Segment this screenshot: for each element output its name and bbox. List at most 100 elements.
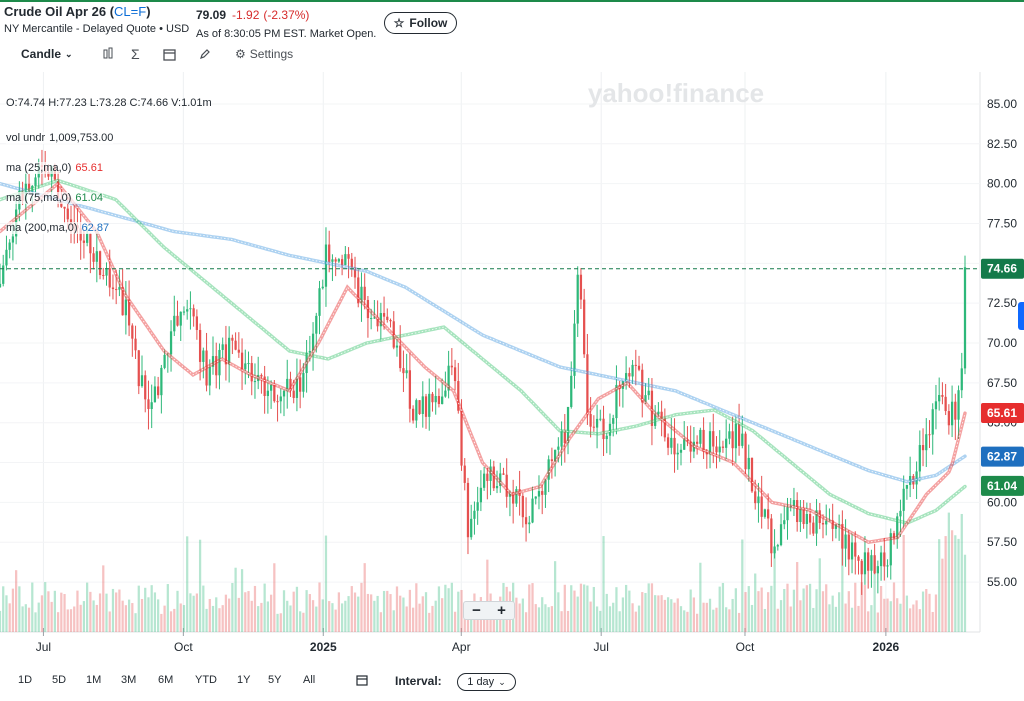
candle-body: [221, 344, 224, 350]
candle-body: [476, 502, 479, 511]
candle-body: [902, 488, 905, 511]
candle-body: [889, 533, 892, 566]
side-panel-tab[interactable]: [1018, 302, 1024, 330]
date-range-calendar-icon[interactable]: [356, 673, 368, 691]
candle-body: [69, 219, 73, 224]
volume-bar: [218, 608, 221, 632]
zoom-out-button[interactable]: −: [472, 602, 481, 619]
volume-bar: [531, 583, 534, 632]
volume-bar: [53, 590, 56, 632]
candle-body: [415, 400, 418, 421]
candle-body: [821, 522, 825, 525]
y-tick-label: 57.50: [987, 535, 1017, 549]
range-button-3m[interactable]: 3M: [121, 674, 137, 686]
volume-bar: [737, 612, 741, 632]
candle-body: [934, 401, 938, 410]
candle-body: [799, 508, 802, 523]
volume-bar: [841, 538, 844, 632]
range-button-1y[interactable]: 1Y: [237, 674, 251, 686]
candle-body: [560, 430, 563, 447]
candle-body: [411, 408, 415, 421]
candle-body: [350, 258, 353, 268]
volume-bar: [24, 604, 27, 632]
candle-body: [492, 466, 495, 489]
range-button-5y[interactable]: 5Y: [268, 674, 282, 686]
candle-body: [947, 411, 950, 426]
candle-body: [379, 313, 382, 327]
draw-pencil-icon[interactable]: [199, 45, 211, 63]
volume-bar: [767, 592, 770, 632]
volume-bar: [189, 593, 192, 632]
volume-bar: [250, 600, 253, 632]
legend-ma25[interactable]: ma (25,ma,0) 65.61: [6, 162, 103, 174]
volume-bar: [560, 611, 563, 632]
volume-bar: [621, 597, 625, 632]
volume-bar: [592, 586, 595, 632]
volume-bar: [108, 611, 111, 632]
range-button-all[interactable]: All: [303, 674, 316, 686]
candle-body: [850, 542, 854, 560]
candle-body: [867, 552, 870, 571]
candle-body: [531, 498, 534, 523]
y-tick-label: 55.00: [987, 575, 1017, 589]
volume-bar: [27, 607, 31, 632]
price-chart[interactable]: Jul Oct 2025 Apr Jul Oct 2026 85.00 82.50 80.00 77…: [0, 72, 1024, 667]
candle-body: [140, 375, 144, 387]
candle-body: [615, 384, 618, 419]
volume-bar: [783, 589, 786, 632]
candle-body: [825, 520, 828, 525]
legend-ma200[interactable]: ma (200,ma,0) 62.87: [6, 222, 110, 234]
exchange-subtitle: NY Mercantile - Delayed Quote • USD: [4, 23, 190, 35]
range-button-6m[interactable]: 6M: [158, 674, 174, 686]
candle-body: [495, 486, 499, 489]
indicators-sigma-icon[interactable]: Σ: [131, 46, 140, 62]
volume-bar: [453, 611, 457, 632]
y-tick-label: 70.00: [987, 336, 1017, 350]
volume-bar: [15, 570, 18, 632]
price-change-pct: (-2.37%): [263, 8, 310, 22]
chart-type-dropdown[interactable]: Candle ⌄: [21, 47, 73, 61]
candle-body: [211, 356, 215, 367]
range-button-5d[interactable]: 5D: [52, 674, 67, 686]
candle-body: [896, 516, 899, 539]
compare-icon[interactable]: [102, 45, 114, 63]
candle-body: [340, 259, 344, 266]
volume-bar: [415, 583, 418, 632]
volume-bar: [666, 597, 670, 632]
volume-bar: [760, 587, 763, 632]
candle-body: [599, 418, 602, 420]
zoom-in-button[interactable]: +: [497, 602, 506, 619]
calendar-icon[interactable]: [163, 45, 176, 63]
volume-bar: [299, 611, 302, 632]
settings-button[interactable]: ⚙ Settings: [235, 47, 294, 61]
volume-bar: [892, 582, 896, 632]
candle-body: [182, 311, 186, 313]
candle-body: [169, 331, 173, 355]
volume-bar: [373, 600, 376, 632]
legend-ma75[interactable]: ma (75,ma,0) 61.04: [6, 192, 103, 204]
range-button-ytd[interactable]: YTD: [195, 674, 217, 686]
volume-bar: [115, 592, 118, 632]
volume-bar: [50, 601, 53, 632]
volume-bar: [224, 594, 228, 632]
last-price: 79.09: [196, 8, 227, 22]
volume-bar: [340, 603, 344, 632]
symbol-link[interactable]: CL=F: [114, 4, 147, 19]
volume-bar: [805, 585, 808, 632]
candle-body: [624, 373, 628, 382]
follow-button[interactable]: ☆ Follow: [384, 12, 457, 34]
volume-bar: [192, 595, 195, 632]
interval-dropdown[interactable]: 1 day ⌄: [457, 673, 516, 691]
candle-body: [260, 374, 263, 377]
candle-body: [550, 459, 554, 462]
y-tick-label: 77.50: [987, 216, 1017, 230]
volume-bar: [515, 597, 518, 632]
instrument-title: Crude Oil Apr 26 (CL=F): [4, 4, 151, 19]
candle-body: [679, 449, 683, 453]
range-button-1d[interactable]: 1D: [18, 674, 33, 686]
candle-body: [725, 438, 728, 448]
range-button-1m[interactable]: 1M: [86, 674, 102, 686]
candle-body: [244, 363, 247, 370]
candle-body: [750, 457, 754, 492]
volume-bar: [663, 599, 666, 632]
